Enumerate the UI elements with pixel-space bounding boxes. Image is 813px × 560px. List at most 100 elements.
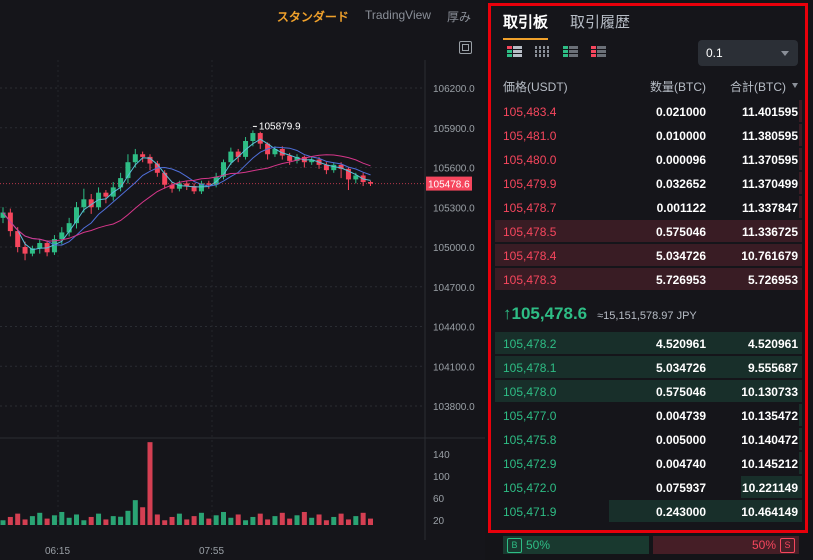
ask-row[interactable]: 105,479.9 0.032652 11.370499 bbox=[495, 172, 802, 196]
bid-row[interactable]: 105,478.2 4.520961 4.520961 bbox=[495, 332, 802, 356]
sell-badge: S bbox=[780, 538, 795, 553]
candle-up bbox=[132, 154, 138, 163]
ask-price: 105,480.0 bbox=[503, 153, 557, 167]
candle-up bbox=[66, 223, 72, 233]
ask-row[interactable]: 105,480.0 0.000096 11.370595 bbox=[495, 148, 802, 172]
sort-icon[interactable] bbox=[792, 83, 798, 88]
last-price-conversion: ≈15,151,578.97 JPY bbox=[597, 310, 697, 322]
volume-bar bbox=[162, 520, 168, 525]
precision-select[interactable]: 0.1 bbox=[698, 40, 798, 66]
buy-side-view-icon[interactable] bbox=[535, 46, 549, 58]
depth-bar bbox=[799, 404, 802, 426]
ma-line-long bbox=[2, 154, 371, 242]
bid-price: 105,472.0 bbox=[503, 481, 557, 495]
bid-amount: 0.004740 bbox=[655, 457, 706, 471]
volume-bar bbox=[118, 516, 124, 525]
ask-amount: 0.575046 bbox=[655, 225, 706, 239]
volume-bar bbox=[140, 507, 146, 525]
volume-bar bbox=[228, 517, 234, 525]
ask-row[interactable]: 105,478.3 5.726953 5.726953 bbox=[495, 268, 802, 292]
volume-bar bbox=[250, 516, 256, 525]
depth-bar bbox=[495, 220, 802, 242]
chart-panel[interactable]: 106200.0 105900.0 105600.0 105300.0 105000.0… bbox=[0, 0, 485, 560]
bid-row[interactable]: 105,472.9 0.004740 10.145212 bbox=[495, 452, 802, 476]
fullscreen-icon[interactable] bbox=[459, 41, 472, 54]
candle-up bbox=[59, 232, 65, 240]
volume-bar bbox=[206, 518, 212, 525]
candle-up bbox=[74, 207, 79, 224]
bid-price: 105,472.9 bbox=[503, 457, 557, 471]
ask-row[interactable]: 105,478.5 0.575046 11.336725 bbox=[495, 220, 802, 244]
bid-price: 105,471.9 bbox=[503, 505, 557, 519]
ask-price: 105,479.9 bbox=[503, 177, 557, 191]
price-axis-label: 105900.0 bbox=[433, 124, 475, 135]
bid-price: 105,478.2 bbox=[503, 337, 557, 351]
ask-total: 11.336725 bbox=[741, 225, 798, 239]
candle-down bbox=[184, 183, 190, 187]
buy-percentage: 50% bbox=[526, 538, 551, 552]
tab-order-book[interactable]: 取引板 bbox=[503, 11, 549, 40]
bid-total: 10.140472 bbox=[741, 433, 798, 447]
bid-amount: 0.575046 bbox=[655, 385, 706, 399]
buy-sell-ratio-bar: B 50% 50% S bbox=[503, 536, 799, 554]
bid-total: 10.135472 bbox=[741, 409, 798, 423]
ask-total: 11.370595 bbox=[741, 153, 798, 167]
last-price-value: 105,478.6 bbox=[511, 304, 588, 323]
volume-bar bbox=[331, 516, 337, 525]
candle-up bbox=[118, 178, 124, 188]
chart-toolbar: スタンダード TradingView 厚み bbox=[277, 8, 471, 25]
candle-up bbox=[81, 199, 87, 208]
volume-bar bbox=[235, 514, 241, 525]
tab-tradingview[interactable]: TradingView bbox=[364, 8, 431, 22]
depth-bar bbox=[799, 172, 802, 194]
ask-total: 10.761679 bbox=[741, 249, 798, 263]
volume-bar bbox=[338, 513, 344, 525]
precision-value: 0.1 bbox=[706, 46, 723, 60]
ma-line-short bbox=[2, 138, 371, 251]
order-book-header: 価格(USDT) 数量(BTC) 合計(BTC) bbox=[503, 78, 798, 94]
volume-bar bbox=[22, 519, 28, 525]
tab-trade-history[interactable]: 取引履歴 bbox=[570, 14, 631, 31]
candle-down bbox=[235, 151, 241, 157]
trades-view-icon[interactable] bbox=[591, 46, 606, 58]
volume-bar bbox=[37, 512, 43, 525]
tab-standard[interactable]: スタンダード bbox=[276, 10, 349, 24]
bid-price: 105,478.0 bbox=[503, 385, 557, 399]
volume-axis-label: 20 bbox=[433, 516, 445, 527]
candlestick-chart[interactable]: 106200.0 105900.0 105600.0 105300.0 105000.0… bbox=[0, 0, 485, 560]
ask-row[interactable]: 105,481.0 0.010000 11.380595 bbox=[495, 124, 802, 148]
sell-side-view-icon[interactable] bbox=[563, 46, 578, 58]
candle-down bbox=[162, 172, 168, 185]
bid-row[interactable]: 105,471.9 0.243000 10.464149 bbox=[495, 500, 802, 524]
ask-row[interactable]: 105,478.7 0.001122 11.337847 bbox=[495, 196, 802, 220]
bid-price: 105,478.1 bbox=[503, 361, 557, 375]
volume-bar bbox=[29, 516, 35, 525]
candle-up bbox=[228, 151, 234, 163]
candle-up bbox=[125, 162, 131, 179]
ask-row[interactable]: 105,478.4 5.034726 10.761679 bbox=[495, 244, 802, 268]
bid-amount: 4.520961 bbox=[655, 337, 706, 351]
bid-row[interactable]: 105,477.0 0.004739 10.135472 bbox=[495, 404, 802, 428]
volume-bar bbox=[221, 511, 226, 525]
bid-row[interactable]: 105,478.0 0.575046 10.130733 bbox=[495, 380, 802, 404]
both-sides-view-icon[interactable] bbox=[507, 46, 522, 58]
sell-percentage: 50% bbox=[751, 538, 776, 552]
bid-row[interactable]: 105,475.8 0.005000 10.140472 bbox=[495, 428, 802, 452]
current-price-tag-bg bbox=[426, 176, 472, 191]
bid-total: 10.145212 bbox=[741, 457, 798, 471]
tab-depth[interactable]: 厚み bbox=[446, 10, 471, 24]
bid-row[interactable]: 105,472.0 0.075937 10.221149 bbox=[495, 476, 802, 500]
candle-down bbox=[368, 182, 373, 184]
volume-bar bbox=[294, 515, 300, 525]
total-column-header[interactable]: 合計(BTC) bbox=[730, 80, 786, 94]
ask-price: 105,483.4 bbox=[503, 105, 557, 119]
price-axis-label: 105600.0 bbox=[433, 164, 475, 175]
ask-row[interactable]: 105,483.4 0.021000 11.401595 bbox=[495, 100, 802, 124]
arrow-up-icon: ↑ bbox=[503, 304, 512, 323]
candle-down bbox=[191, 186, 197, 192]
depth-bar bbox=[495, 380, 802, 402]
depth-bar bbox=[799, 196, 802, 218]
volume-bar bbox=[213, 515, 219, 525]
ask-price: 105,478.4 bbox=[503, 249, 557, 263]
bid-row[interactable]: 105,478.1 5.034726 9.555687 bbox=[495, 356, 802, 380]
